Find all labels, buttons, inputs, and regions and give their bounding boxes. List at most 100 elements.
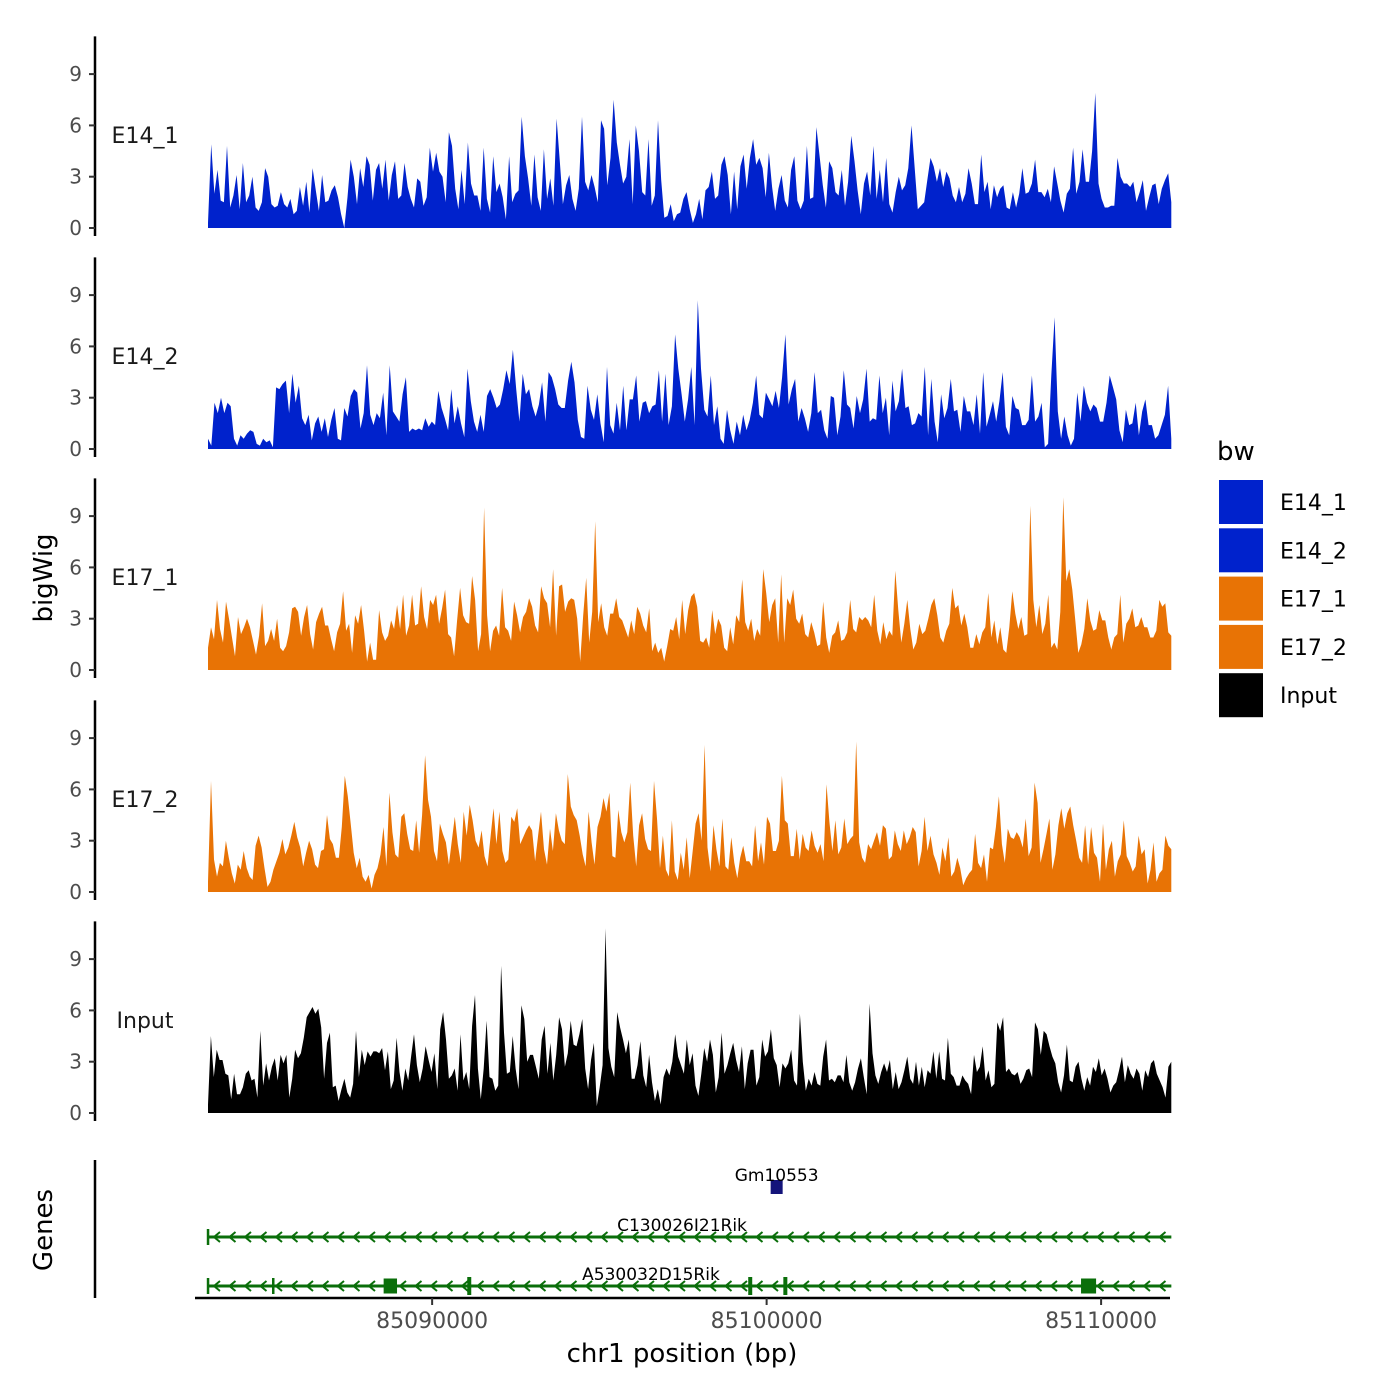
strand-arrow [367, 1280, 376, 1292]
strand-arrow [491, 1231, 500, 1243]
track-e14-2: 0 3 6 9 E14_2 [69, 257, 1172, 461]
strand-arrow [584, 1231, 593, 1243]
strand-arrow [1064, 1280, 1074, 1292]
track-input: 0 3 6 9 Input [69, 921, 1172, 1125]
strand-arrow [336, 1231, 345, 1243]
strand-arrow [739, 1280, 748, 1292]
strand-arrow [1126, 1280, 1136, 1292]
track-label: E14_2 [112, 345, 179, 370]
x-tick-label: 85100000 [711, 1309, 823, 1334]
strand-arrow [630, 1280, 640, 1292]
strand-arrow [708, 1280, 717, 1292]
strand-arrow [615, 1280, 624, 1292]
y-tick-label: 6 [69, 777, 82, 801]
y-tick-label: 3 [69, 1050, 82, 1074]
strand-arrow [522, 1280, 531, 1292]
signal-area-input [208, 928, 1172, 1113]
track-label: Input [117, 1009, 174, 1034]
strand-arrow [460, 1280, 469, 1292]
legend-swatch [1219, 528, 1263, 573]
y-tick-label: 3 [69, 829, 82, 853]
strand-arrow [940, 1231, 950, 1243]
strand-arrow [1095, 1231, 1105, 1243]
strand-arrow [878, 1280, 888, 1292]
gene-a530032d15rik: A530032D15Rik [206, 1265, 1172, 1295]
strand-arrow [336, 1280, 345, 1292]
exon-block [467, 1277, 472, 1295]
genes-axis-title: Genes [29, 1189, 59, 1271]
strand-arrow [1095, 1280, 1105, 1292]
legend-label: E17_1 [1280, 588, 1347, 613]
y-tick-label: 0 [69, 658, 82, 682]
strand-arrow [785, 1280, 795, 1292]
strand-arrow [847, 1231, 857, 1243]
strand-arrow [1111, 1280, 1120, 1292]
strand-arrow [1080, 1231, 1089, 1243]
track-e14-1: 0 3 6 9 E14_1 [69, 36, 1172, 240]
strand-arrow [878, 1231, 888, 1243]
y-tick-label: 9 [69, 947, 82, 971]
strand-arrow [770, 1280, 779, 1292]
legend-swatch [1219, 673, 1263, 718]
strand-arrow [212, 1280, 221, 1292]
strand-arrow [475, 1280, 485, 1292]
strand-arrow [1111, 1231, 1120, 1243]
strand-arrow [227, 1280, 237, 1292]
strand-arrow [863, 1280, 872, 1292]
y-tick-label: 6 [69, 555, 82, 579]
strand-arrow [398, 1280, 407, 1292]
strand-arrow [553, 1231, 562, 1243]
strand-arrow [909, 1231, 919, 1243]
strand-arrow [816, 1280, 826, 1292]
y-tick-label: 6 [69, 113, 82, 137]
legend-swatch [1219, 480, 1263, 524]
strand-arrow [584, 1280, 593, 1292]
y-tick-label: 3 [69, 386, 82, 410]
strand-arrow [1157, 1231, 1167, 1243]
strand-arrow [1033, 1231, 1043, 1243]
genes-layer: Gm10553 C130026I21Rik A530032D15Rik [93, 1160, 1172, 1298]
strand-arrow [909, 1280, 919, 1292]
strand-arrow [770, 1231, 779, 1243]
gene-label: C130026I21Rik [617, 1216, 747, 1236]
strand-arrow [382, 1231, 392, 1243]
y-tick-label: 6 [69, 998, 82, 1022]
strand-arrow [599, 1231, 609, 1243]
signal-area-e14-1 [208, 92, 1172, 229]
strand-arrow [351, 1280, 361, 1292]
y-tick-label: 9 [69, 504, 82, 528]
strand-arrow [801, 1231, 810, 1243]
y-tick-label: 9 [69, 62, 82, 86]
strand-arrow [243, 1280, 252, 1292]
strand-arrow [243, 1231, 252, 1243]
strand-arrow [305, 1231, 314, 1243]
strand-arrow [568, 1280, 578, 1292]
strand-arrow [398, 1231, 407, 1243]
strand-arrow [491, 1280, 500, 1292]
strand-arrow [413, 1280, 423, 1292]
strand-arrow [956, 1280, 965, 1292]
gene-label: Gm10553 [735, 1166, 819, 1186]
strand-arrow [615, 1231, 624, 1243]
strand-arrow [522, 1231, 531, 1243]
strand-arrow [444, 1280, 454, 1292]
strand-arrow [646, 1231, 655, 1243]
exon-block [383, 1278, 398, 1294]
strand-arrow [1049, 1280, 1058, 1292]
strand-arrow [258, 1231, 268, 1243]
strand-arrow [506, 1231, 516, 1243]
strand-arrow [894, 1231, 903, 1243]
strand-arrow [429, 1280, 438, 1292]
strand-arrow [894, 1280, 903, 1292]
strand-arrow [677, 1231, 686, 1243]
strand-arrow [832, 1231, 841, 1243]
legend-label: E14_2 [1280, 539, 1347, 564]
strand-arrow [351, 1231, 361, 1243]
strand-arrow [754, 1231, 764, 1243]
strand-arrow [537, 1231, 547, 1243]
track-e17-1: 0 3 6 9 E17_1 [69, 478, 1172, 682]
y-tick-label: 6 [69, 334, 82, 358]
strand-arrow [754, 1280, 764, 1292]
x-tick-label: 85110000 [1045, 1309, 1157, 1334]
